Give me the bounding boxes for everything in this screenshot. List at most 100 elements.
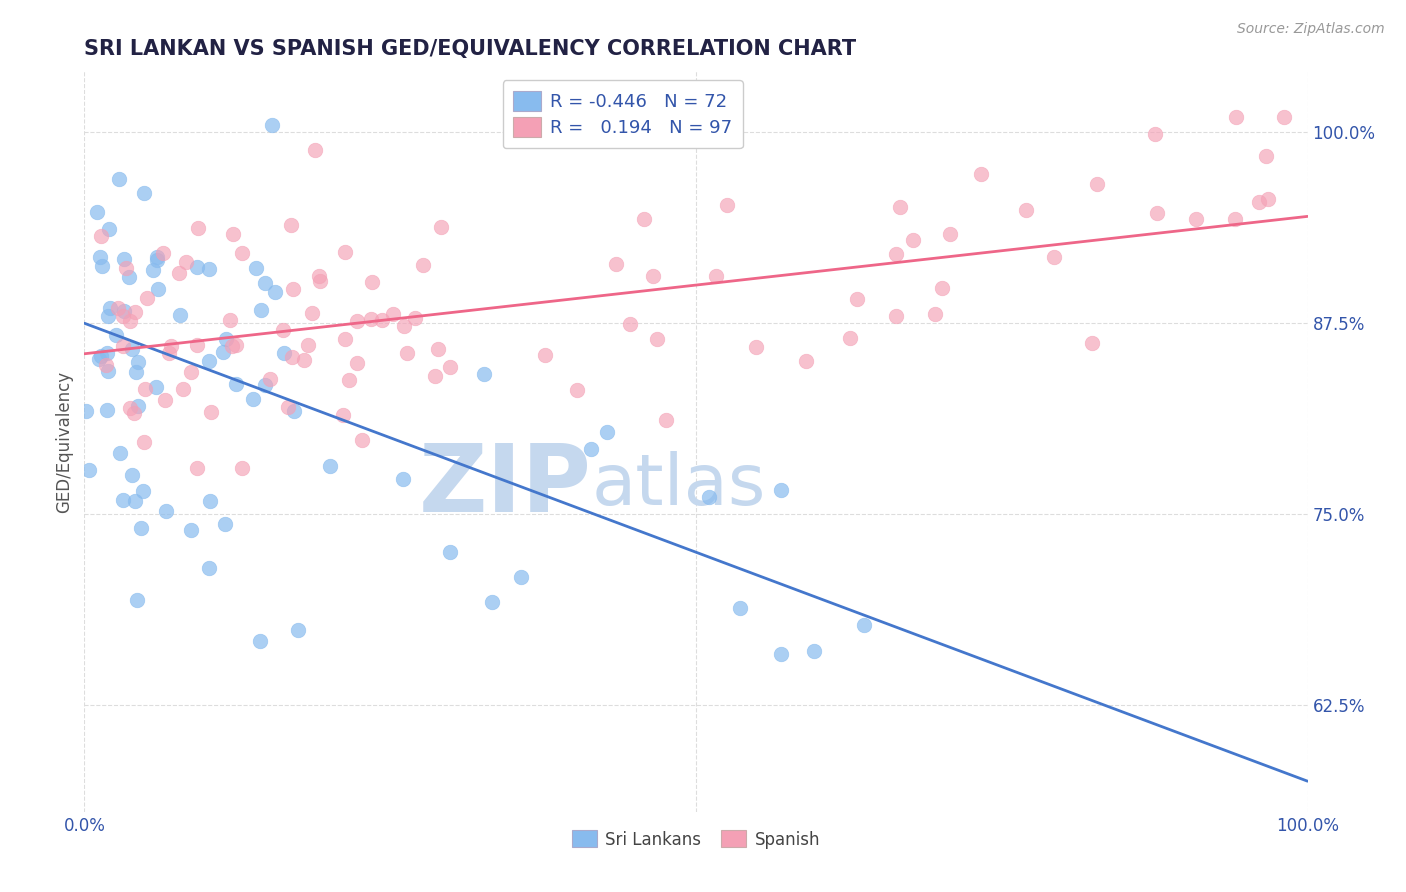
Point bbox=[745, 340, 768, 354]
Point bbox=[1185, 212, 1208, 227]
Point bbox=[136, 291, 159, 305]
Point bbox=[112, 304, 135, 318]
Point bbox=[509, 570, 531, 584]
Point bbox=[212, 345, 235, 359]
Point bbox=[105, 328, 128, 343]
Point bbox=[472, 368, 495, 382]
Legend: Sri Lankans, Spanish: Sri Lankans, Spanish bbox=[565, 823, 827, 855]
Point bbox=[245, 260, 267, 275]
Point bbox=[260, 118, 283, 132]
Point bbox=[186, 260, 208, 275]
Point bbox=[716, 198, 738, 212]
Point bbox=[187, 220, 209, 235]
Point bbox=[1043, 251, 1066, 265]
Point bbox=[89, 250, 111, 264]
Point bbox=[579, 442, 602, 456]
Point bbox=[264, 285, 287, 300]
Point bbox=[901, 233, 924, 247]
Point bbox=[1274, 110, 1296, 124]
Point bbox=[186, 337, 208, 351]
Y-axis label: GED/Equivalency: GED/Equivalency bbox=[55, 370, 73, 513]
Point bbox=[112, 252, 135, 266]
Point bbox=[404, 310, 426, 325]
Point bbox=[186, 461, 208, 475]
Point bbox=[132, 186, 155, 201]
Point bbox=[221, 339, 243, 353]
Point bbox=[391, 472, 413, 486]
Point bbox=[605, 257, 627, 271]
Point bbox=[200, 405, 222, 419]
Point bbox=[75, 404, 97, 418]
Point bbox=[730, 601, 752, 615]
Point bbox=[115, 260, 138, 275]
Point bbox=[430, 220, 453, 235]
Point bbox=[884, 309, 907, 323]
Point bbox=[198, 354, 221, 368]
Point bbox=[125, 365, 148, 379]
Text: Source: ZipAtlas.com: Source: ZipAtlas.com bbox=[1237, 22, 1385, 37]
Point bbox=[225, 376, 247, 391]
Point bbox=[884, 247, 907, 261]
Point bbox=[112, 339, 135, 353]
Point bbox=[121, 468, 143, 483]
Point bbox=[90, 259, 112, 273]
Point bbox=[1146, 206, 1168, 220]
Point bbox=[1225, 110, 1247, 124]
Point bbox=[219, 313, 242, 327]
Point bbox=[121, 343, 143, 357]
Point bbox=[90, 349, 112, 363]
Point bbox=[134, 382, 156, 396]
Point bbox=[308, 275, 330, 289]
Point bbox=[1087, 177, 1109, 191]
Point bbox=[97, 309, 120, 323]
Point bbox=[124, 406, 146, 420]
Point bbox=[939, 227, 962, 242]
Point bbox=[301, 306, 323, 320]
Point bbox=[423, 369, 446, 384]
Point bbox=[160, 339, 183, 353]
Point bbox=[118, 270, 141, 285]
Point bbox=[96, 359, 118, 373]
Point bbox=[108, 446, 131, 460]
Point bbox=[98, 221, 121, 235]
Point bbox=[111, 493, 134, 508]
Point bbox=[1247, 195, 1270, 210]
Point bbox=[86, 204, 108, 219]
Point bbox=[332, 409, 354, 423]
Point bbox=[281, 350, 304, 364]
Point bbox=[242, 392, 264, 407]
Point bbox=[645, 332, 668, 346]
Point bbox=[360, 312, 382, 326]
Point bbox=[131, 483, 153, 498]
Point bbox=[1081, 335, 1104, 350]
Point bbox=[89, 351, 111, 366]
Point bbox=[370, 313, 392, 327]
Point bbox=[222, 227, 245, 241]
Point bbox=[129, 521, 152, 535]
Point bbox=[924, 307, 946, 321]
Point bbox=[439, 359, 461, 374]
Point bbox=[439, 545, 461, 559]
Point bbox=[231, 461, 253, 475]
Point bbox=[96, 346, 118, 360]
Point bbox=[152, 246, 174, 260]
Point bbox=[169, 309, 191, 323]
Point bbox=[318, 458, 340, 473]
Point bbox=[308, 268, 330, 283]
Point bbox=[889, 200, 911, 214]
Point bbox=[333, 332, 356, 346]
Point bbox=[596, 425, 619, 439]
Point bbox=[803, 644, 825, 658]
Text: atlas: atlas bbox=[592, 451, 766, 520]
Point bbox=[142, 263, 165, 277]
Point bbox=[146, 250, 169, 264]
Point bbox=[427, 343, 450, 357]
Point bbox=[412, 258, 434, 272]
Point bbox=[145, 380, 167, 394]
Point bbox=[1257, 192, 1279, 206]
Point bbox=[1254, 149, 1277, 163]
Point bbox=[198, 493, 221, 508]
Point bbox=[124, 494, 146, 508]
Point bbox=[215, 332, 238, 346]
Point bbox=[127, 592, 149, 607]
